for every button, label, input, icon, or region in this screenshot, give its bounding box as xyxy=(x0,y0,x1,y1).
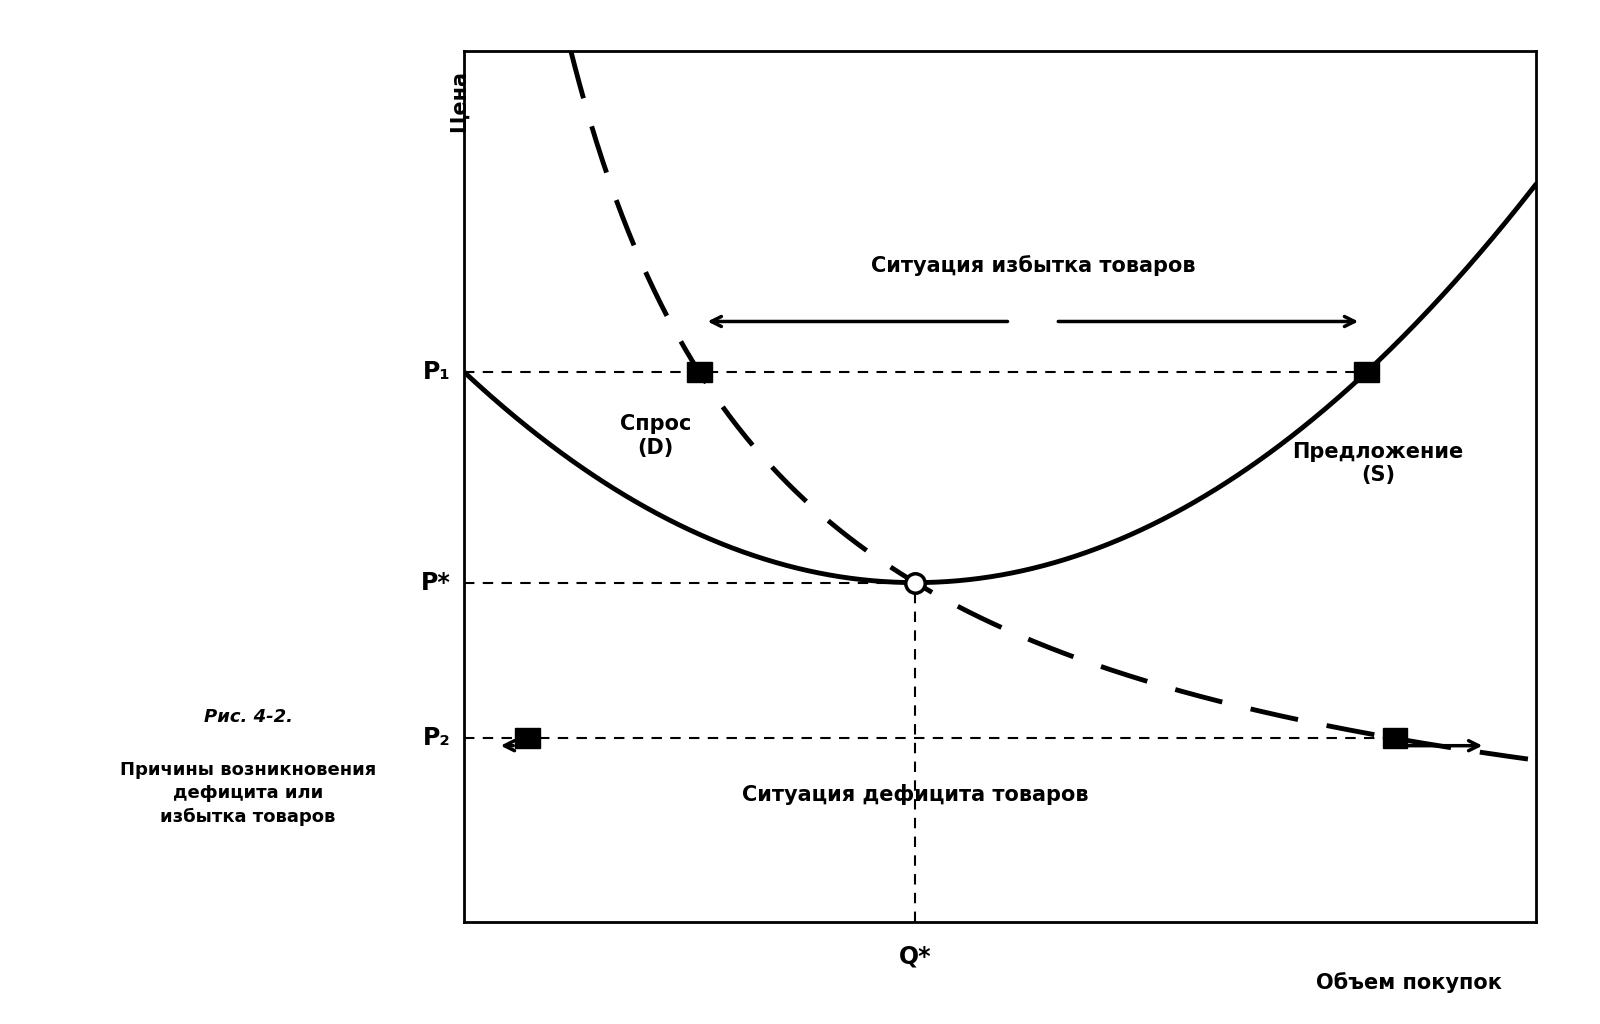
Text: P*: P* xyxy=(421,570,451,595)
Text: P₁: P₁ xyxy=(422,359,451,384)
Text: Цена: Цена xyxy=(448,70,469,131)
Bar xyxy=(1354,361,1379,382)
Text: Q*: Q* xyxy=(899,944,931,969)
Text: Спрос
(D): Спрос (D) xyxy=(621,415,691,458)
Text: Предложение
(S): Предложение (S) xyxy=(1293,442,1464,485)
Text: Рис. 4-2.: Рис. 4-2. xyxy=(203,708,293,726)
Text: Причины возникновения
дефицита или
избытка товаров: Причины возникновения дефицита или избыт… xyxy=(120,761,376,826)
Text: P₂: P₂ xyxy=(422,726,451,751)
Bar xyxy=(515,728,539,749)
Bar xyxy=(686,361,712,382)
Bar xyxy=(1382,728,1408,749)
Text: Объем покупок: Объем покупок xyxy=(1317,972,1502,993)
Text: Ситуация дефицита товаров: Ситуация дефицита товаров xyxy=(742,784,1088,805)
Text: Ситуация избытка товаров: Ситуация избытка товаров xyxy=(870,255,1195,275)
